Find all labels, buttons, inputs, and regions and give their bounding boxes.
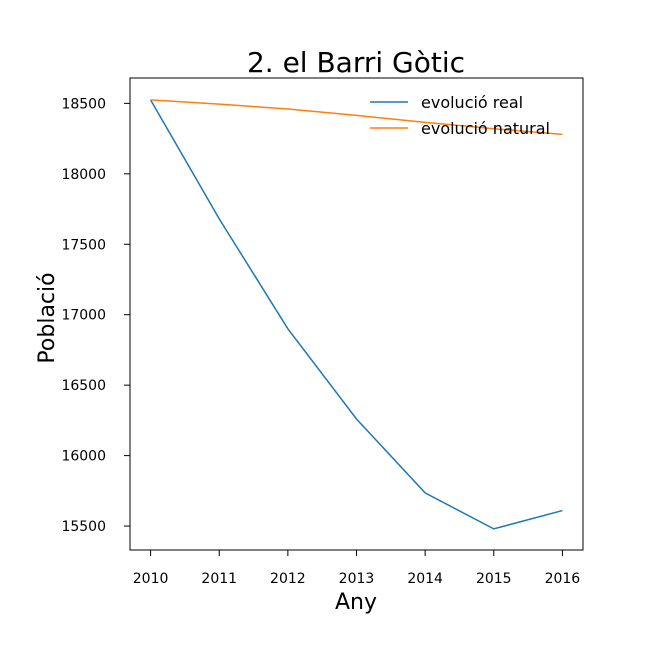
legend-label-1: evolució natural: [421, 119, 550, 138]
y-axis: 15500 16000 16500 17000 17500 18000 18500: [61, 96, 130, 535]
x-tick-label: 2013: [339, 571, 375, 587]
chart-title: 2. el Barri Gòtic: [247, 46, 465, 79]
x-tick-label: 2011: [201, 571, 237, 587]
x-tick-label: 2010: [133, 571, 169, 587]
y-tick-label: 18000: [61, 167, 106, 183]
x-tick-label: 2016: [545, 571, 581, 587]
x-axis-label: Any: [335, 590, 377, 615]
x-axis: 2010 2011 2012 2013 2014 2015 2016: [133, 550, 581, 587]
series-line-1: [150, 99, 563, 136]
y-axis-label: Població: [35, 272, 60, 363]
series-line-0: [149, 99, 563, 530]
x-tick-label: 2012: [270, 571, 306, 587]
series-lines: [149, 99, 563, 530]
y-tick-label: 18500: [61, 96, 106, 112]
y-tick-label: 16000: [61, 449, 106, 465]
y-tick-label: 16500: [61, 378, 106, 394]
legend: evolució real evolució natural: [370, 93, 550, 138]
plot-area: [129, 77, 584, 551]
x-tick-label: 2015: [476, 571, 512, 587]
legend-label-0: evolució real: [421, 93, 523, 112]
y-tick-label: 15500: [61, 519, 106, 535]
y-tick-label: 17500: [61, 237, 106, 253]
x-tick-label: 2014: [407, 571, 443, 587]
y-tick-label: 17000: [61, 308, 106, 324]
